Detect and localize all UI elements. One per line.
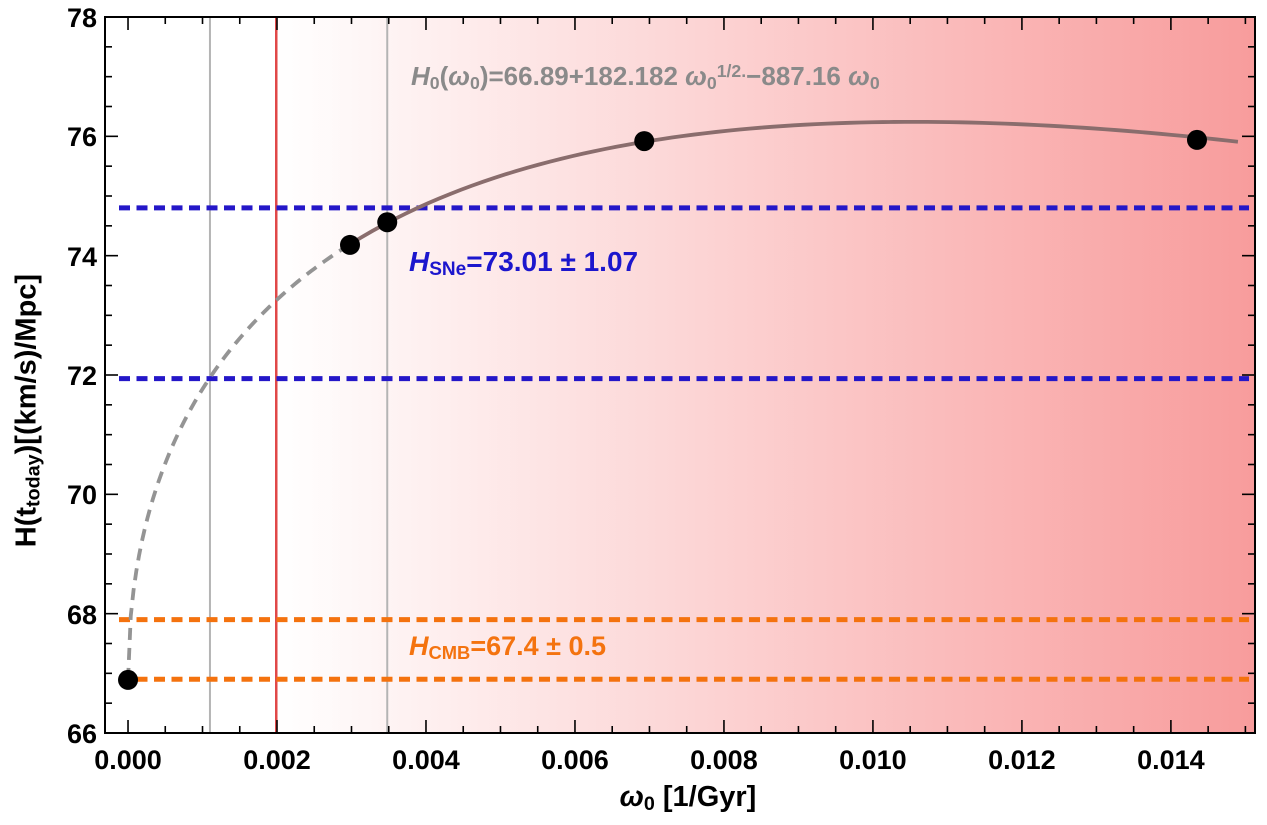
label-fragment: 0: [643, 793, 655, 816]
y-tick-label: 66: [66, 719, 97, 749]
label-fragment: )=66.89+182.182: [479, 61, 686, 91]
fit-equation-label: H0(ω0)=66.89+182.182 ω01/2.−887.16 ω0: [411, 61, 880, 94]
h-cmb-value-label: HCMB=67.4 ± 0.5: [409, 631, 606, 664]
x-tick-label: 0.008: [690, 745, 758, 775]
label-fragment: H(t: [10, 506, 43, 548]
label-fragment: =73.01 ± 1.07: [466, 246, 639, 277]
y-tick-label: 70: [66, 480, 97, 511]
label-fragment: 0: [429, 72, 440, 93]
fit-curve-solid: [349, 119, 1239, 246]
fit-curve-extrapolated-dashed: [126, 242, 352, 680]
label-fragment: H: [409, 631, 429, 661]
y-tick-label: 74: [66, 241, 97, 272]
label-fragment: 1/2.: [716, 61, 747, 82]
label-fragment: H: [411, 61, 430, 91]
x-axis-title: ω0 [1/Gyr]: [538, 781, 838, 816]
data-point: [118, 669, 139, 690]
label-fragment: 0: [706, 72, 717, 93]
x-tick-label: 0.012: [988, 745, 1056, 775]
label-fragment: 0: [869, 72, 880, 93]
label-fragment: [1/Gyr]: [654, 781, 757, 813]
x-tick-label: 0.004: [392, 745, 460, 775]
label-fragment: (: [439, 61, 449, 91]
y-tick-label: 78: [66, 3, 97, 33]
y-tick-label: 68: [66, 599, 97, 630]
label-fragment: ω: [619, 781, 644, 813]
x-tick-label: 0.010: [839, 745, 907, 775]
data-point: [1186, 129, 1207, 150]
label-fragment: ω: [685, 61, 707, 91]
label-fragment: ω: [448, 61, 470, 91]
data-point: [634, 131, 655, 152]
background-gradient: [276, 17, 1255, 733]
h-sne-value-label: HSNe=73.01 ± 1.07: [409, 246, 638, 281]
x-tick-label: 0.006: [541, 745, 609, 775]
label-fragment: =67.4 ± 0.5: [470, 631, 606, 661]
data-point: [340, 234, 361, 255]
label-fragment: 0: [470, 72, 480, 93]
label-fragment: CMB: [428, 641, 471, 663]
label-fragment: SNe: [429, 258, 467, 280]
label-fragment: ω: [848, 61, 870, 91]
y-tick-label: 76: [66, 122, 97, 153]
x-tick-label: 0.000: [94, 745, 162, 775]
x-tick-label: 0.014: [1137, 745, 1205, 775]
data-point: [377, 212, 398, 233]
x-tick-label: 0.002: [243, 745, 311, 775]
y-tick-label: 72: [66, 361, 97, 391]
label-fragment: H: [409, 246, 430, 277]
label-fragment: −887.16: [746, 61, 849, 91]
